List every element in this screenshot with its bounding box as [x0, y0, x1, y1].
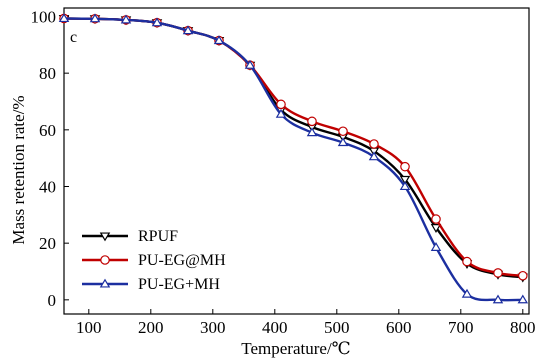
data-point [492, 294, 504, 304]
data-point [275, 108, 287, 118]
data-point [517, 294, 529, 304]
legend-marker [99, 278, 111, 288]
x-tick-label: 400 [262, 318, 288, 337]
legend-label: PU-EG+MH [138, 276, 220, 293]
x-tick-label: 800 [510, 318, 536, 337]
data-point [399, 175, 411, 185]
legend-marker [100, 255, 110, 265]
data-point [276, 99, 286, 110]
y-tick-label: 0 [48, 291, 57, 310]
series-pu-eg-mh [58, 13, 529, 304]
data-point [461, 288, 473, 298]
data-point [431, 214, 441, 224]
data-point [182, 25, 194, 35]
legend-marker [99, 232, 111, 242]
data-point [151, 17, 163, 27]
data-point [244, 59, 256, 69]
data-point [430, 242, 442, 251]
data-point [58, 13, 70, 23]
x-tick-label: 700 [448, 318, 474, 337]
data-point [369, 139, 379, 149]
y-axis-title: Mass retention rate/% [9, 95, 28, 244]
series-pu-eg-mh [59, 13, 528, 281]
y-tick-label: 100 [31, 8, 57, 27]
y-tick-label: 40 [39, 178, 56, 197]
plot-frame [63, 7, 530, 315]
panel-label: c [70, 29, 77, 46]
x-axis-title: Temperature/℃ [241, 339, 350, 358]
y-axis: 0 20 40 60 80 100 [31, 8, 69, 310]
series-line [63, 17, 523, 302]
x-tick-label: 300 [200, 318, 226, 337]
data-point [89, 13, 101, 23]
legend: RPUF PU-EG@MH PU-EG+MH [82, 228, 226, 293]
data-point [338, 126, 348, 137]
data-point [430, 224, 442, 233]
y-tick-label: 60 [39, 121, 56, 140]
x-tick-label: 500 [324, 318, 350, 337]
data-point [517, 270, 528, 281]
data-point [462, 256, 472, 267]
x-tick-label: 200 [138, 318, 164, 337]
series-layer [58, 13, 529, 304]
data-point [400, 161, 410, 172]
series-rpuf [58, 14, 529, 283]
legend-label: PU-EG@MH [138, 252, 226, 269]
data-point [493, 268, 503, 278]
y-tick-label: 80 [39, 64, 56, 83]
x-tick-label: 100 [76, 318, 102, 337]
x-axis: 100 200 300 400 500 600 700 800 [76, 309, 536, 337]
data-point [213, 35, 225, 45]
data-point [307, 116, 317, 127]
series-line [63, 17, 523, 277]
data-point [120, 14, 132, 24]
series-line [63, 17, 523, 279]
x-tick-label: 600 [386, 318, 412, 337]
y-tick-label: 20 [39, 234, 56, 253]
legend-label: RPUF [138, 228, 178, 245]
data-point [399, 181, 411, 191]
data-point [306, 127, 318, 137]
data-point [337, 137, 349, 147]
data-point [368, 151, 380, 161]
